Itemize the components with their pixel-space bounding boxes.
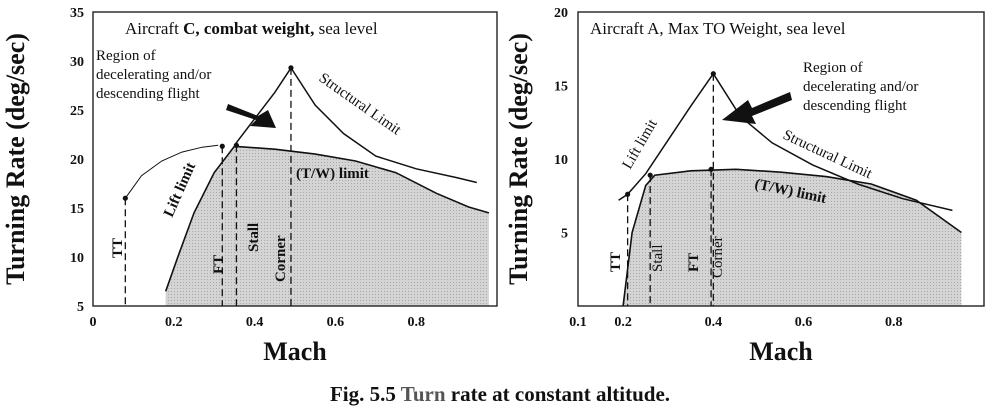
left-x-tick-label: 0 (90, 315, 97, 330)
left-region-annotation: descending flight (96, 86, 201, 102)
left-marker-stall-label: Stall (246, 223, 262, 252)
left-chart: 0 0.2 0.4 0.6 0.8 5 10 15 20 25 30 35 Mach Turning Ra… (1, 6, 498, 366)
right-chart: 0.1 0.2 0.4 0.6 0.8 5 10 15 20 Mach Turning Rate (… (504, 6, 985, 366)
left-marker-tt-point (122, 195, 128, 201)
right-marker-ft-label: FT (686, 253, 702, 272)
right-marker-stall-label: Stall (650, 244, 666, 272)
left-feasible-region (165, 146, 489, 306)
left-y-tick-label: 30 (70, 55, 84, 70)
right-x-tick-label: 0.8 (885, 315, 903, 330)
turn-rate-charts: 0 0.2 0.4 0.6 0.8 5 10 15 20 25 30 35 Mach Turning Ra… (1, 6, 985, 366)
left-marker-corner-point (288, 65, 294, 71)
right-marker-corner-label: Corner (710, 236, 726, 278)
left-region-annotation: Region of (96, 48, 156, 64)
left-tw-limit-label: (T/W) limit (296, 166, 369, 182)
right-region-annotation: decelerating and/or (803, 79, 918, 95)
left-marker-ft-point (219, 143, 225, 149)
right-lift-limit-label: Lift limit (620, 116, 662, 172)
left-title-part: C, combat weight, (183, 19, 319, 38)
figure-caption: Fig. 5.5 Turn rate at constant altitude. (0, 382, 1000, 407)
left-series-structural-limit (290, 67, 477, 184)
left-x-axis-label: Mach (263, 337, 327, 366)
right-region-annotation: descending flight (803, 98, 908, 114)
left-y-axis-label: Turning Rate (deg/sec) (1, 33, 30, 285)
right-marker-tt-label: TT (608, 252, 624, 272)
left-y-tick-label: 10 (70, 251, 84, 266)
right-y-tick-label: 20 (554, 6, 568, 21)
left-y-tick-label: 15 (70, 202, 84, 217)
right-plot-frame (577, 11, 985, 307)
right-x-axis-label: Mach (749, 337, 813, 366)
right-feasible-region (623, 169, 962, 306)
right-x-tick-label: 0.4 (705, 315, 723, 330)
right-region-arrow-icon (722, 92, 792, 124)
left-region-arrow-icon (226, 104, 276, 128)
right-series-t-w-limit (622, 168, 962, 307)
left-structural-limit-label: Structural Limit (316, 70, 405, 139)
left-series-lift-limit-thin (124, 144, 219, 199)
right-region-annotation: Region of (803, 60, 863, 76)
left-x-tick-label: 0.4 (246, 315, 264, 330)
right-y-axis-label: Turning Rate (deg/sec) (504, 33, 533, 285)
right-x-tick-label: 0.2 (614, 315, 632, 330)
right-marker-stall-point (647, 172, 653, 178)
left-plot-frame (92, 11, 498, 307)
right-x-tick-label: 0.1 (569, 315, 587, 330)
left-region-annotation: decelerating and/or (96, 67, 211, 83)
left-series-lift-limit (233, 67, 292, 146)
right-y-tick-label: 5 (561, 227, 568, 242)
left-marker-corner-label: Corner (273, 235, 289, 282)
caption-fig-label: Fig. 5.5 (329, 382, 396, 406)
left-y-tick-label: 35 (70, 6, 84, 21)
left-y-tick-label: 20 (70, 153, 84, 168)
left-title-part: sea level (319, 19, 378, 38)
left-marker-ft-label: FT (211, 255, 227, 274)
left-x-tick-label: 0.2 (165, 315, 183, 330)
left-series-t-w-limit (164, 145, 490, 292)
left-y-tick-label: 5 (77, 300, 84, 315)
left-title-part: Aircraft (125, 19, 183, 38)
right-y-tick-label: 10 (554, 153, 568, 168)
left-x-tick-label: 0.6 (327, 315, 345, 330)
right-chart-title: Aircraft A, Max TO Weight, sea level (590, 19, 846, 38)
left-lift-limit-label: Lift limit (161, 160, 199, 219)
left-x-tick-label: 0.8 (407, 315, 425, 330)
left-chart-title: Aircraft C, combat weight, sea level (125, 19, 378, 38)
left-marker-tt-label: TT (110, 238, 126, 258)
right-marker-tt-point (625, 191, 631, 197)
right-marker-corner-point (710, 71, 716, 77)
right-y-tick-label: 15 (554, 80, 568, 95)
left-y-tick-label: 25 (70, 104, 84, 119)
right-x-tick-label: 0.6 (795, 315, 813, 330)
right-marker-ft-point (708, 166, 714, 172)
caption-text-2: rate at constant altitude. (445, 382, 671, 406)
caption-text-1: Turn (400, 382, 446, 406)
left-marker-stall-point (233, 142, 240, 148)
